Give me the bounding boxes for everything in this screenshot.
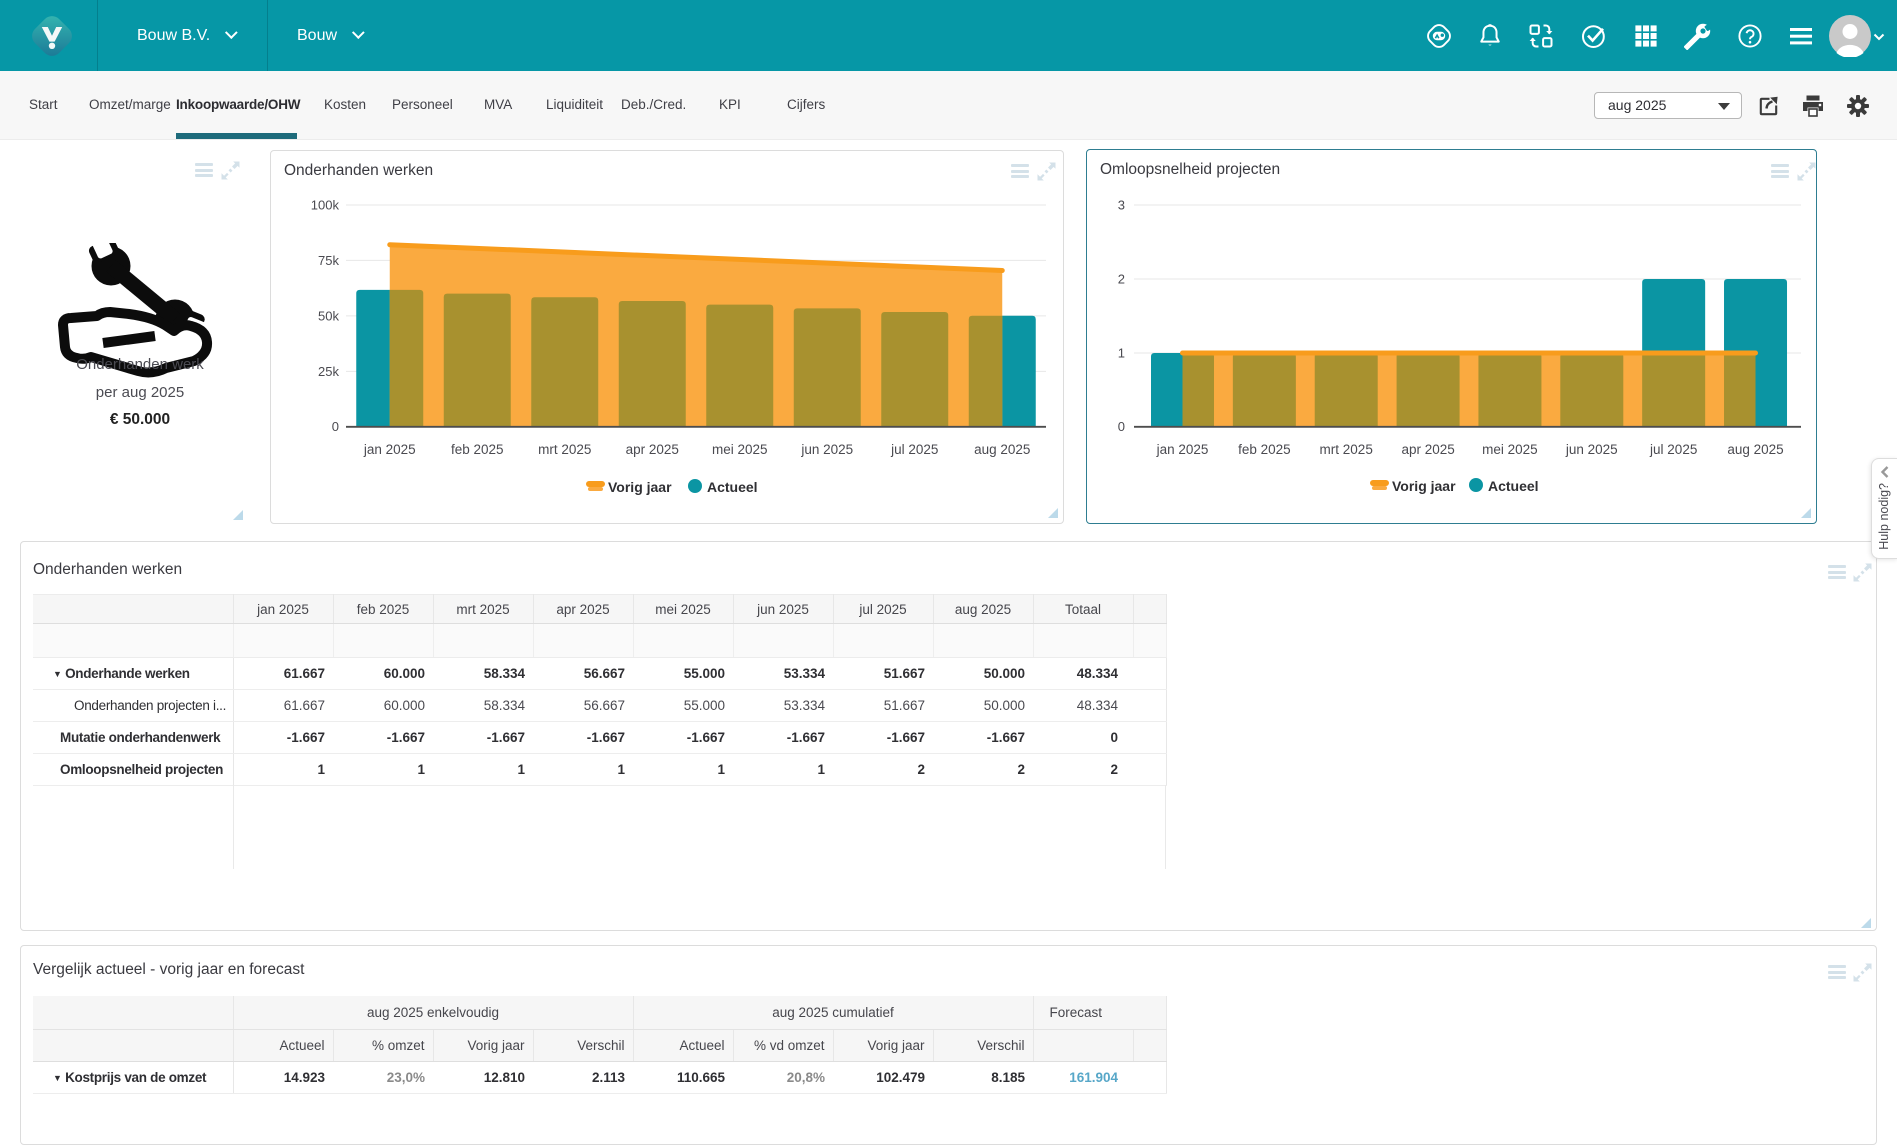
svg-text:2: 2 — [1118, 272, 1125, 287]
svg-text:jul 2025: jul 2025 — [890, 442, 938, 457]
svg-text:75k: 75k — [318, 253, 339, 268]
svg-text:jul 2025: jul 2025 — [1649, 442, 1697, 457]
svg-text:3: 3 — [1118, 198, 1125, 213]
svg-text:1: 1 — [1118, 346, 1125, 361]
svg-text:mei 2025: mei 2025 — [712, 442, 768, 457]
svg-text:0: 0 — [332, 419, 339, 434]
svg-text:jun 2025: jun 2025 — [800, 442, 853, 457]
svg-text:apr 2025: apr 2025 — [1401, 442, 1454, 457]
svg-text:feb 2025: feb 2025 — [451, 442, 504, 457]
svg-text:25k: 25k — [318, 364, 339, 379]
svg-text:Vorig jaar: Vorig jaar — [608, 479, 672, 495]
svg-text:50k: 50k — [318, 308, 339, 323]
svg-text:Actueel: Actueel — [707, 479, 758, 495]
svg-text:mrt 2025: mrt 2025 — [538, 442, 591, 457]
svg-text:Actueel: Actueel — [1488, 478, 1539, 494]
svg-text:0: 0 — [1118, 419, 1125, 434]
svg-text:aug 2025: aug 2025 — [974, 442, 1030, 457]
svg-text:jun 2025: jun 2025 — [1565, 442, 1618, 457]
svg-text:mrt 2025: mrt 2025 — [1320, 442, 1373, 457]
svg-text:jan 2025: jan 2025 — [1156, 442, 1209, 457]
svg-text:100k: 100k — [311, 198, 340, 213]
svg-text:jan 2025: jan 2025 — [363, 442, 416, 457]
svg-text:mei 2025: mei 2025 — [1482, 442, 1538, 457]
svg-text:Vorig jaar: Vorig jaar — [1392, 478, 1456, 494]
svg-text:apr 2025: apr 2025 — [626, 442, 679, 457]
svg-text:aug 2025: aug 2025 — [1727, 442, 1783, 457]
svg-text:feb 2025: feb 2025 — [1238, 442, 1291, 457]
